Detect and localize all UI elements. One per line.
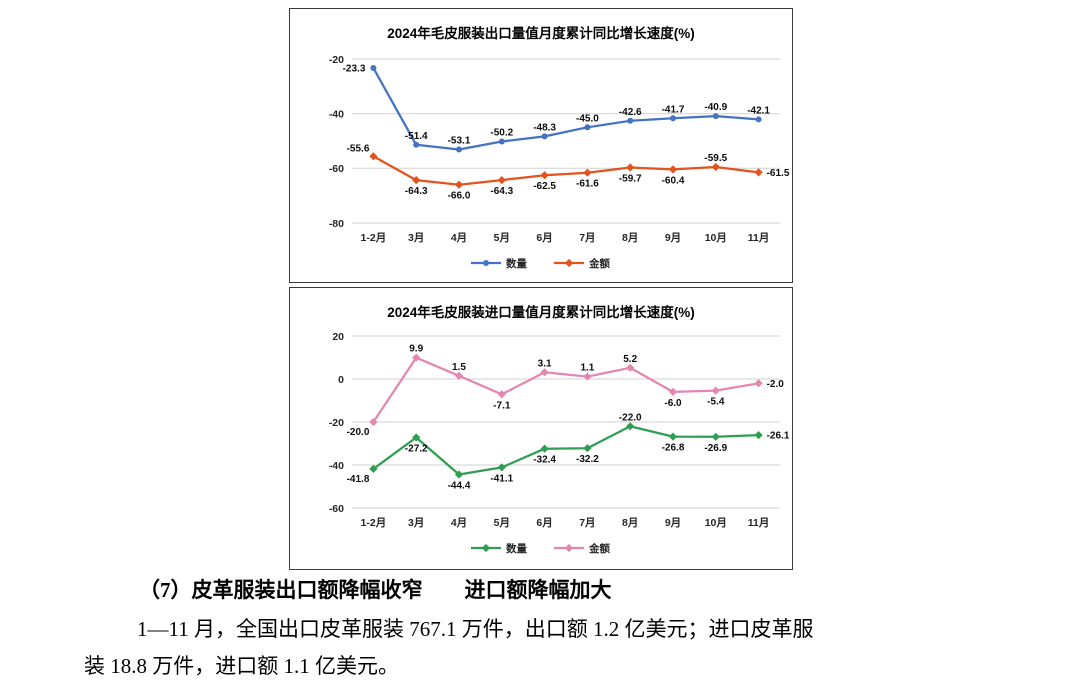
svg-text:-41.1: -41.1 — [490, 473, 513, 484]
grid-and-axes: -20 -40 -60 -80 1-2月 3月 4月 5月 6月 7月 8月 9月 10月 11月 — [329, 54, 780, 244]
svg-text:-61.6: -61.6 — [576, 179, 599, 190]
svg-text:金额: 金额 — [588, 257, 610, 270]
svg-text:-41.8: -41.8 — [347, 474, 370, 485]
svg-text:-40.9: -40.9 — [704, 102, 727, 113]
svg-text:-62.5: -62.5 — [533, 181, 556, 192]
svg-text:-59.7: -59.7 — [619, 174, 642, 185]
svg-text:-80: -80 — [329, 218, 344, 230]
svg-text:9.9: 9.9 — [409, 344, 423, 355]
svg-text:-26.9: -26.9 — [704, 443, 727, 454]
svg-text:-27.2: -27.2 — [405, 444, 428, 455]
svg-text:3.1: 3.1 — [538, 358, 552, 369]
svg-text:-53.1: -53.1 — [448, 136, 471, 147]
svg-text:-66.0: -66.0 — [448, 191, 471, 202]
svg-text:-51.4: -51.4 — [405, 131, 428, 142]
svg-text:-42.6: -42.6 — [619, 107, 642, 118]
svg-text:5月: 5月 — [494, 232, 510, 244]
svg-text:7月: 7月 — [579, 232, 595, 244]
svg-text:7月: 7月 — [579, 517, 595, 529]
svg-text:-6.0: -6.0 — [664, 398, 682, 409]
svg-text:11月: 11月 — [748, 517, 770, 529]
svg-text:10月: 10月 — [705, 232, 727, 244]
svg-text:-20.0: -20.0 — [347, 427, 370, 438]
legend: 数量 金额 — [471, 257, 610, 270]
svg-text:-40: -40 — [329, 460, 344, 472]
svg-text:-26.8: -26.8 — [662, 443, 685, 454]
svg-text:-59.5: -59.5 — [704, 153, 727, 164]
svg-text:9月: 9月 — [665, 517, 681, 529]
svg-text:-2.0: -2.0 — [767, 379, 785, 390]
svg-text:-26.1: -26.1 — [767, 431, 790, 442]
svg-text:11月: 11月 — [748, 232, 770, 244]
series-金额: -20.0 9.9 1.5 -7.1 3.1 1.1 5.2 -6.0 -5.4 -2.0 — [347, 344, 785, 438]
svg-text:数量: 数量 — [505, 542, 527, 555]
svg-text:-42.1: -42.1 — [747, 105, 770, 116]
grid-and-axes: 20 0 -20 -40 -60 1-2月 3月 4月 5月 6月 7月 8月 9月 10月 11月 — [329, 331, 780, 529]
svg-text:20: 20 — [332, 331, 344, 343]
import-chart-title: 2024年毛皮服装进口量值月度累计同比增长速度(%) — [387, 305, 695, 320]
series-数量: -23.3 -51.4 -53.1 -50.2 -48.3 -45.0 -42.6 -41.7… — [343, 64, 770, 153]
svg-text:-48.3: -48.3 — [533, 122, 556, 133]
svg-text:4月: 4月 — [451, 517, 467, 529]
section-heading: （7）皮革服装出口额降幅收窄 进口额降幅加大 — [139, 578, 612, 602]
svg-text:-23.3: -23.3 — [343, 64, 366, 75]
svg-text:0: 0 — [338, 374, 344, 386]
svg-text:8月: 8月 — [622, 232, 638, 244]
svg-text:3月: 3月 — [408, 517, 424, 529]
svg-text:1.5: 1.5 — [452, 362, 466, 373]
svg-text:-32.2: -32.2 — [576, 454, 599, 465]
svg-text:-5.4: -5.4 — [707, 397, 725, 408]
svg-text:1.1: 1.1 — [580, 363, 594, 374]
svg-text:金额: 金额 — [588, 542, 610, 555]
export-chart: 2024年毛皮服装出口量值月度累计同比增长速度(%) -20 -40 -60 -80 1… — [289, 8, 793, 283]
svg-text:-64.3: -64.3 — [405, 186, 428, 197]
svg-text:8月: 8月 — [622, 517, 638, 529]
svg-text:-32.4: -32.4 — [533, 455, 556, 466]
svg-text:-41.7: -41.7 — [662, 104, 685, 115]
svg-text:-44.4: -44.4 — [448, 481, 471, 492]
svg-text:6月: 6月 — [536, 232, 552, 244]
svg-text:-20: -20 — [329, 54, 344, 66]
import-chart-plot: 20 0 -20 -40 -60 1-2月 3月 4月 5月 6月 7月 8月 9月 10月 11月 -41.… — [329, 331, 790, 555]
svg-text:1-2月: 1-2月 — [361, 517, 387, 529]
series-金额: -55.6 -64.3 -66.0 -64.3 -62.5 -61.6 -59.7 -60.4… — [347, 143, 790, 201]
series-数量: -41.8 -27.2 -44.4 -41.1 -32.4 -32.2 -22.0 -26.8… — [347, 412, 790, 491]
svg-text:数量: 数量 — [505, 257, 527, 270]
svg-text:6月: 6月 — [536, 517, 552, 529]
export-chart-plot: -20 -40 -60 -80 1-2月 3月 4月 5月 6月 7月 8月 9月 10月 11月 -23.… — [329, 54, 790, 270]
svg-text:5月: 5月 — [494, 517, 510, 529]
svg-text:-55.6: -55.6 — [347, 143, 370, 154]
legend: 数量 金额 — [471, 542, 610, 555]
svg-text:1-2月: 1-2月 — [361, 232, 387, 244]
svg-text:5.2: 5.2 — [623, 354, 637, 365]
svg-text:-60: -60 — [329, 163, 344, 175]
import-chart: 2024年毛皮服装进口量值月度累计同比增长速度(%) 20 0 -20 -40 -60 1… — [289, 287, 793, 570]
svg-text:-60: -60 — [329, 503, 344, 515]
paragraph-line-2: 装 18.8 万件，进口额 1.1 亿美元。 — [84, 654, 399, 678]
svg-text:10月: 10月 — [705, 517, 727, 529]
svg-text:4月: 4月 — [451, 232, 467, 244]
export-chart-title: 2024年毛皮服装出口量值月度累计同比增长速度(%) — [387, 26, 695, 41]
svg-text:-22.0: -22.0 — [619, 412, 642, 423]
svg-text:-60.4: -60.4 — [662, 175, 685, 186]
paragraph-line-1: 1—11 月，全国出口皮革服装 767.1 万件，出口额 1.2 亿美元；进口皮… — [137, 617, 814, 641]
svg-text:9月: 9月 — [665, 232, 681, 244]
svg-text:3月: 3月 — [408, 232, 424, 244]
svg-text:-40: -40 — [329, 109, 344, 121]
svg-text:-64.3: -64.3 — [490, 186, 513, 197]
svg-text:-20: -20 — [329, 417, 344, 429]
svg-text:-50.2: -50.2 — [490, 128, 513, 139]
svg-text:-45.0: -45.0 — [576, 113, 599, 124]
svg-text:-61.5: -61.5 — [767, 168, 790, 179]
svg-text:-7.1: -7.1 — [493, 400, 511, 411]
